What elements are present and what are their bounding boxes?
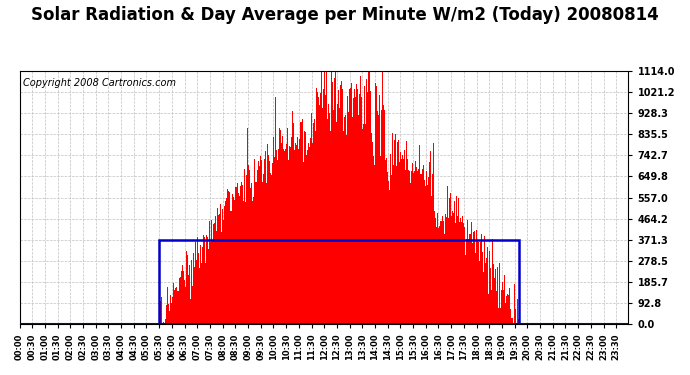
Text: Copyright 2008 Cartronics.com: Copyright 2008 Cartronics.com bbox=[23, 78, 175, 88]
Text: Solar Radiation & Day Average per Minute W/m2 (Today) 20080814: Solar Radiation & Day Average per Minute… bbox=[31, 6, 659, 24]
Bar bbox=[159, 240, 520, 324]
